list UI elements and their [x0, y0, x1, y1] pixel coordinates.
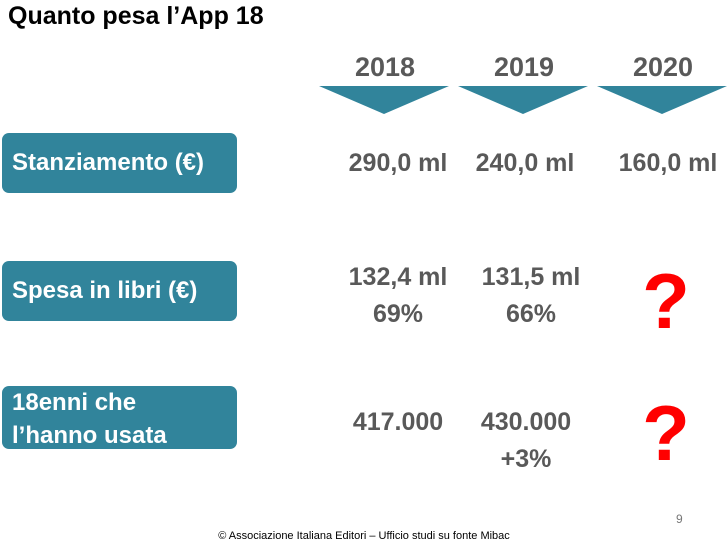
question-mark-icon: ?	[642, 257, 690, 345]
value-spesa-2018-amount: 132,4 ml	[348, 263, 448, 291]
value-stanziamento-2019: 240,0 ml	[475, 149, 575, 177]
value-stanziamento-2020: 160,0 ml	[618, 149, 718, 177]
value-spesa-2019-percent: 66%	[505, 300, 557, 328]
value-stanziamento-2018: 290,0 ml	[348, 149, 448, 177]
value-18enni-2019-change: +3%	[500, 445, 552, 473]
value-18enni-2019-count: 430.000	[480, 408, 572, 436]
row-label-stanziamento: Stanziamento (€)	[2, 133, 237, 193]
chevron-down-icon	[458, 86, 588, 114]
question-mark-icon: ?	[642, 389, 690, 477]
value-spesa-2019: 131,5 ml 66%	[461, 259, 601, 333]
chevron-down-icon	[597, 86, 727, 114]
row-label-18enni: 18enni che l’hanno usata	[2, 386, 237, 449]
value-spesa-2019-amount: 131,5 ml	[481, 263, 581, 291]
value-18enni-2018: 417.000	[352, 408, 444, 436]
value-spesa-2018: 132,4 ml 69%	[328, 259, 468, 333]
year-header-2018: 2018	[354, 52, 416, 82]
footer-credit: © Associazione Italiana Editori – Uffici…	[218, 530, 510, 542]
page-number: 9	[676, 512, 683, 526]
chevron-down-icon	[319, 86, 449, 114]
row-label-18enni-line1: 18enni che	[12, 389, 137, 416]
value-18enni-2019: 430.000 +3%	[456, 404, 596, 478]
row-label-spesa-libri: Spesa in libri (€)	[2, 261, 237, 321]
year-header-2020: 2020	[632, 52, 694, 82]
row-label-18enni-line2: l’hanno usata	[12, 422, 167, 449]
year-header-2019: 2019	[493, 52, 555, 82]
slide-title: Quanto pesa l’App 18	[8, 2, 264, 30]
value-spesa-2018-percent: 69%	[372, 300, 424, 328]
